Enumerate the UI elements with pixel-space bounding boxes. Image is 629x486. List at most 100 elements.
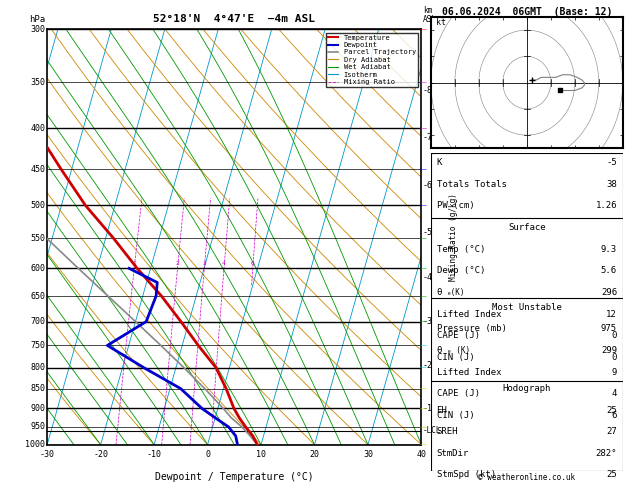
Text: 9: 9 [611,367,617,377]
Text: -20: -20 [93,450,108,459]
Text: -8: -8 [423,86,433,95]
Text: 550: 550 [30,234,45,243]
Text: 700: 700 [30,317,45,326]
Text: -4: -4 [423,273,433,282]
Text: 6: 6 [611,411,617,420]
Text: 30: 30 [363,450,373,459]
Text: —: — [419,26,426,32]
Text: -7: -7 [423,133,433,142]
Text: -3: -3 [423,317,433,326]
Text: —: — [419,319,426,325]
Text: SREH: SREH [437,427,458,436]
Text: Dewpoint / Temperature (°C): Dewpoint / Temperature (°C) [155,472,314,482]
Text: 650: 650 [30,292,45,300]
Text: ₑ(K): ₑ(K) [447,288,465,297]
Text: Hodograph: Hodograph [503,384,551,393]
Text: 975: 975 [601,324,617,333]
Text: PW (cm): PW (cm) [437,201,474,210]
Text: θ: θ [437,288,442,297]
Text: K: K [437,158,442,167]
Text: Lifted Index: Lifted Index [437,310,501,319]
Text: 600: 600 [30,264,45,273]
Text: —: — [419,364,426,371]
Text: CAPE (J): CAPE (J) [437,389,480,399]
Text: 0: 0 [611,353,617,362]
Text: —: — [419,203,426,208]
Text: 25: 25 [606,405,617,415]
Text: 450: 450 [30,165,45,174]
Text: 4: 4 [222,261,226,266]
Text: θ: θ [437,346,442,355]
Text: —: — [419,265,426,271]
Text: 12: 12 [606,310,617,319]
Text: 350: 350 [30,78,45,87]
Text: —: — [419,79,426,86]
Text: 4: 4 [611,389,617,399]
Text: 38: 38 [606,179,617,189]
Text: EH: EH [437,405,447,415]
Text: 1000: 1000 [25,440,45,449]
Text: 400: 400 [30,124,45,133]
Text: —: — [419,385,426,392]
Text: Totals Totals: Totals Totals [437,179,506,189]
Text: StmDir: StmDir [437,449,469,458]
Text: hPa: hPa [29,15,45,24]
Text: 282°: 282° [596,449,617,458]
Text: -2: -2 [423,361,433,370]
Text: —: — [419,125,426,131]
Text: Temp (°C): Temp (°C) [437,245,485,254]
Text: 5.6: 5.6 [601,266,617,276]
Text: 10: 10 [256,450,266,459]
Text: Most Unstable: Most Unstable [492,303,562,312]
Text: 900: 900 [30,404,45,413]
Text: 52°18'N  4°47'E  −4m ASL: 52°18'N 4°47'E −4m ASL [153,14,315,24]
Text: Mixing Ratio (g/kg): Mixing Ratio (g/kg) [450,193,459,281]
Text: km
ASL: km ASL [423,6,437,24]
Text: Dewp (°C): Dewp (°C) [437,266,485,276]
Text: 800: 800 [30,363,45,372]
Text: -5: -5 [423,227,433,237]
Text: -LCL: -LCL [423,426,442,435]
Text: —: — [419,293,426,299]
Text: —: — [419,442,426,448]
Text: —: — [419,235,426,242]
Text: 0: 0 [611,331,617,340]
Text: 2: 2 [175,261,179,266]
Text: 27: 27 [606,427,617,436]
Text: 750: 750 [30,341,45,350]
Text: —: — [419,405,426,411]
Text: -10: -10 [147,450,162,459]
Text: CIN (J): CIN (J) [437,353,474,362]
Text: StmSpd (kt): StmSpd (kt) [437,470,496,480]
Text: -30: -30 [40,450,55,459]
Text: Pressure (mb): Pressure (mb) [437,324,506,333]
Text: —: — [419,424,426,430]
Text: 950: 950 [30,422,45,432]
Text: 299: 299 [601,346,617,355]
Text: 0: 0 [205,450,210,459]
Text: ₑ (K): ₑ (K) [447,346,470,355]
Text: 300: 300 [30,25,45,34]
Text: 296: 296 [601,288,617,297]
Text: Lifted Index: Lifted Index [437,367,501,377]
Text: 06.06.2024  06GMT  (Base: 12): 06.06.2024 06GMT (Base: 12) [442,7,612,17]
Text: 9.3: 9.3 [601,245,617,254]
Text: 1: 1 [132,261,136,266]
Text: 20: 20 [309,450,320,459]
Text: —: — [419,343,426,348]
Legend: Temperature, Dewpoint, Parcel Trajectory, Dry Adiabat, Wet Adiabat, Isotherm, Mi: Temperature, Dewpoint, Parcel Trajectory… [326,33,418,87]
Text: 3: 3 [203,261,206,266]
Text: 6: 6 [251,261,255,266]
Text: Surface: Surface [508,223,545,232]
Text: 850: 850 [30,384,45,393]
Text: 500: 500 [30,201,45,210]
Text: © weatheronline.co.uk: © weatheronline.co.uk [478,473,576,482]
Text: -1: -1 [423,404,433,413]
Text: —: — [419,166,426,172]
Text: 1.26: 1.26 [596,201,617,210]
Text: CAPE (J): CAPE (J) [437,331,480,340]
Text: -5: -5 [606,158,617,167]
Text: CIN (J): CIN (J) [437,411,474,420]
Text: 25: 25 [606,470,617,480]
Text: 40: 40 [416,450,426,459]
